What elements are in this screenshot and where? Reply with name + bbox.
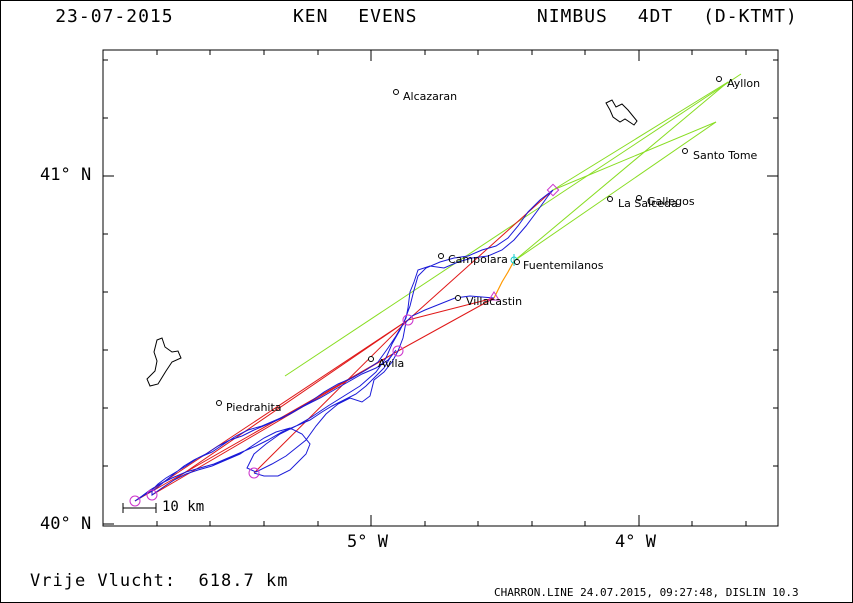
town-label-ayllon: Ayllon bbox=[727, 77, 760, 90]
lat-label-41: 41° N bbox=[40, 165, 92, 185]
lon-label-5w: 5° W bbox=[347, 532, 388, 552]
reservoir-ne bbox=[605, 99, 638, 126]
turnpoint-1 bbox=[402, 314, 414, 326]
tow-track bbox=[493, 260, 515, 299]
lon-ticks bbox=[156, 50, 747, 526]
town-marker-ayllon bbox=[716, 76, 722, 82]
flight-date: 23-07-2015 bbox=[55, 6, 174, 27]
free-distance-value: 618.7 km bbox=[198, 571, 289, 591]
town-marker-alcazaran bbox=[393, 89, 399, 95]
scale-label: 10 km bbox=[162, 499, 205, 515]
town-labels: Alcazaran Ayllon Santo Tome La Salceda G… bbox=[226, 77, 760, 414]
landing-marker bbox=[488, 291, 500, 301]
task-lines-green bbox=[284, 73, 742, 377]
flight-track bbox=[134, 189, 554, 502]
town-label-fuentemilanos: Fuentemilanos bbox=[523, 259, 604, 272]
town-marker-fuentemilanos bbox=[514, 259, 520, 265]
turnpoint-4 bbox=[129, 495, 141, 507]
reservoir-sw bbox=[146, 337, 182, 387]
task-lines-red bbox=[134, 189, 554, 502]
town-marker-santo-tome bbox=[682, 148, 688, 154]
town-marker-avila bbox=[368, 356, 374, 362]
free-distance-label: Vrije Vlucht: bbox=[30, 571, 177, 591]
town-label-santo-tome: Santo Tome bbox=[693, 149, 758, 162]
pilot-name: KEN EVENS bbox=[292, 6, 418, 27]
town-label-avila: Avila bbox=[378, 357, 404, 370]
map-axes-box bbox=[102, 49, 779, 527]
turnpoints bbox=[129, 183, 560, 507]
town-marker-piedrahita bbox=[216, 400, 222, 406]
town-label-campolara: Campolara bbox=[448, 253, 508, 266]
town-label-alcazaran: Alcazaran bbox=[403, 90, 457, 103]
glider-name: NIMBUS 4DT (D-KTMT) bbox=[536, 6, 798, 27]
free-distance: Vrije Vlucht: 618.7 km bbox=[30, 571, 288, 591]
lat-ticks bbox=[103, 59, 778, 525]
town-label-gallegos: Gallegos bbox=[647, 195, 695, 208]
town-marker-la-salceda bbox=[607, 196, 613, 202]
town-markers bbox=[216, 76, 722, 406]
town-label-villacastin: Villacastin bbox=[466, 295, 522, 308]
scale-bar bbox=[122, 503, 157, 513]
town-label-la-salceda: La Salceda bbox=[618, 197, 678, 210]
turnpoint-2 bbox=[392, 345, 404, 357]
town-marker-villacastin bbox=[455, 295, 461, 301]
town-marker-gallegos bbox=[636, 195, 642, 201]
turnpoint-3 bbox=[248, 467, 260, 479]
flight-title: 23-07-2015 KEN EVENS NIMBUS 4DT (D-KTMT) bbox=[0, 6, 853, 27]
town-label-piedrahita: Piedrahita bbox=[226, 401, 282, 414]
lon-label-4w: 4° W bbox=[615, 532, 656, 552]
turnpoint-ne bbox=[546, 183, 560, 197]
turnpoint-5 bbox=[146, 489, 158, 501]
lat-label-40: 40° N bbox=[40, 514, 92, 534]
footer-info: CHARRON.LINE 24.07.2015, 09:27:48, DISLI… bbox=[494, 586, 799, 599]
town-marker-campolara bbox=[438, 253, 444, 259]
